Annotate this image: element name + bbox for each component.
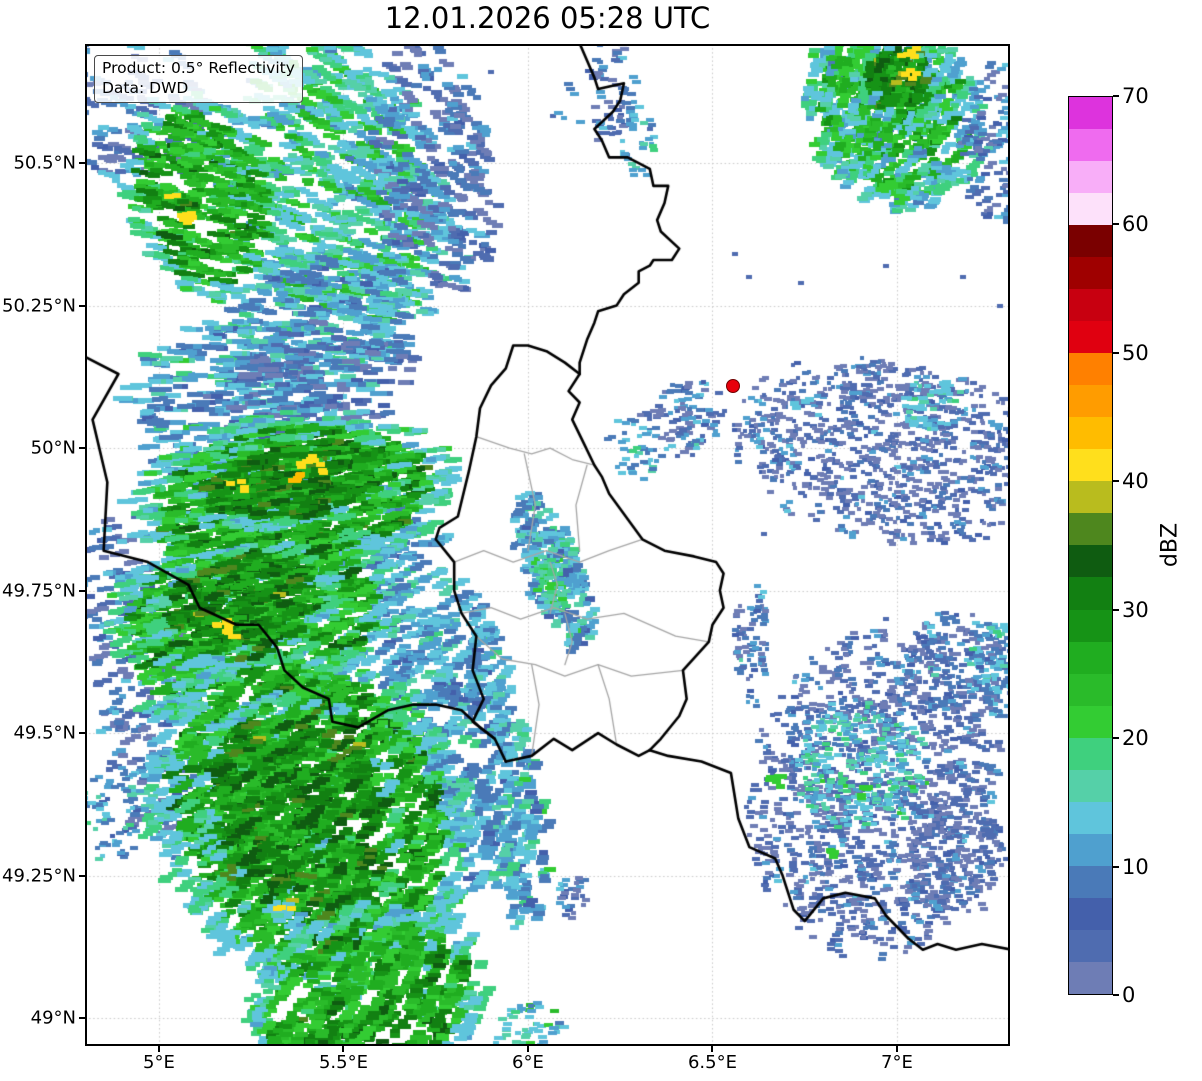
colorbar-segment bbox=[1069, 449, 1112, 482]
colorbar-tick-label: 60 bbox=[1122, 212, 1149, 237]
colorbar-tick-mark bbox=[1113, 480, 1119, 483]
colorbar-segment bbox=[1069, 705, 1112, 738]
colorbar-tick-label: 40 bbox=[1122, 469, 1149, 494]
colorbar-segment bbox=[1069, 129, 1112, 162]
colorbar-segment bbox=[1069, 545, 1112, 578]
colorbar-segment bbox=[1069, 961, 1112, 994]
y-tick-mark bbox=[79, 304, 85, 307]
colorbar-segment bbox=[1069, 289, 1112, 322]
colorbar-segment bbox=[1069, 225, 1112, 258]
colorbar-segment bbox=[1069, 97, 1112, 130]
colorbar-segment bbox=[1069, 609, 1112, 642]
y-tick-label: 50°N bbox=[30, 437, 76, 459]
colorbar-segment bbox=[1069, 897, 1112, 930]
colorbar-segment bbox=[1069, 769, 1112, 802]
y-tick-mark bbox=[79, 732, 85, 735]
x-tick-mark bbox=[895, 1046, 898, 1052]
colorbar-tick-label: 70 bbox=[1122, 84, 1149, 108]
colorbar-tick-label: 30 bbox=[1122, 597, 1149, 622]
y-tick-label: 49.75°N bbox=[2, 580, 76, 602]
y-tick-label: 49°N bbox=[30, 1007, 76, 1029]
colorbar-gradient bbox=[1068, 96, 1113, 995]
y-tick-label: 50.25°N bbox=[2, 295, 76, 317]
colorbar-segment bbox=[1069, 641, 1112, 674]
colorbar-segment bbox=[1069, 385, 1112, 418]
colorbar-tick-mark bbox=[1113, 351, 1119, 354]
annotation-product-line: Product: 0.5° Reflectivity bbox=[102, 59, 295, 77]
x-tick-label: 7°E bbox=[881, 1052, 913, 1073]
colorbar-segment bbox=[1069, 481, 1112, 514]
x-tick-label: 6°E bbox=[512, 1052, 544, 1073]
y-tick-label: 49.5°N bbox=[13, 722, 76, 744]
colorbar-label: dBZ bbox=[1157, 522, 1183, 568]
colorbar-segment bbox=[1069, 161, 1112, 194]
colorbar-tick-label: 0 bbox=[1122, 983, 1136, 1007]
colorbar-tick-mark bbox=[1113, 737, 1119, 740]
colorbar-segment bbox=[1069, 321, 1112, 354]
colorbar-tick-mark bbox=[1113, 95, 1119, 97]
y-tick-label: 50.5°N bbox=[13, 152, 76, 174]
colorbar-tick-mark bbox=[1113, 865, 1119, 868]
x-tick-mark bbox=[526, 1046, 529, 1052]
y-tick-mark bbox=[79, 447, 85, 450]
colorbar-segment bbox=[1069, 865, 1112, 898]
colorbar-segment bbox=[1069, 193, 1112, 226]
x-tick-mark bbox=[711, 1046, 714, 1052]
figure-title: 12.01.2026 05:28 UTC bbox=[384, 1, 711, 35]
radar-map-canvas bbox=[85, 44, 1010, 1046]
product-annotation-box: Product: 0.5° Reflectivity Data: DWD bbox=[94, 55, 303, 103]
colorbar-tick-mark bbox=[1113, 223, 1119, 226]
colorbar-segment bbox=[1069, 353, 1112, 386]
colorbar-segment bbox=[1069, 833, 1112, 866]
x-tick-label: 6.5°E bbox=[687, 1052, 737, 1073]
colorbar-tick-mark bbox=[1113, 994, 1119, 996]
y-tick-mark bbox=[79, 1017, 85, 1020]
radar-site-marker bbox=[726, 378, 741, 393]
annotation-data-line: Data: DWD bbox=[102, 79, 189, 98]
y-tick-label: 49.25°N bbox=[2, 865, 76, 887]
colorbar-tick-label: 20 bbox=[1122, 726, 1149, 751]
colorbar-segment bbox=[1069, 577, 1112, 610]
colorbar-segment bbox=[1069, 513, 1112, 546]
y-tick-mark bbox=[79, 874, 85, 877]
x-tick-label: 5°E bbox=[143, 1052, 175, 1073]
colorbar-segment bbox=[1069, 801, 1112, 834]
colorbar-tick-label: 50 bbox=[1122, 340, 1149, 365]
colorbar-segment bbox=[1069, 673, 1112, 706]
colorbar-segment bbox=[1069, 737, 1112, 770]
x-tick-mark bbox=[342, 1046, 345, 1052]
colorbar-tick-label: 10 bbox=[1122, 854, 1149, 879]
colorbar-segment bbox=[1069, 417, 1112, 450]
x-tick-mark bbox=[157, 1046, 160, 1052]
map-plot-area: Product: 0.5° Reflectivity Data: DWD bbox=[85, 44, 1010, 1046]
colorbar-tick-mark bbox=[1113, 608, 1119, 611]
y-tick-mark bbox=[79, 589, 85, 592]
colorbar-segment bbox=[1069, 257, 1112, 290]
colorbar-segment bbox=[1069, 929, 1112, 962]
x-tick-label: 5.5°E bbox=[318, 1052, 368, 1073]
y-tick-mark bbox=[79, 162, 85, 165]
